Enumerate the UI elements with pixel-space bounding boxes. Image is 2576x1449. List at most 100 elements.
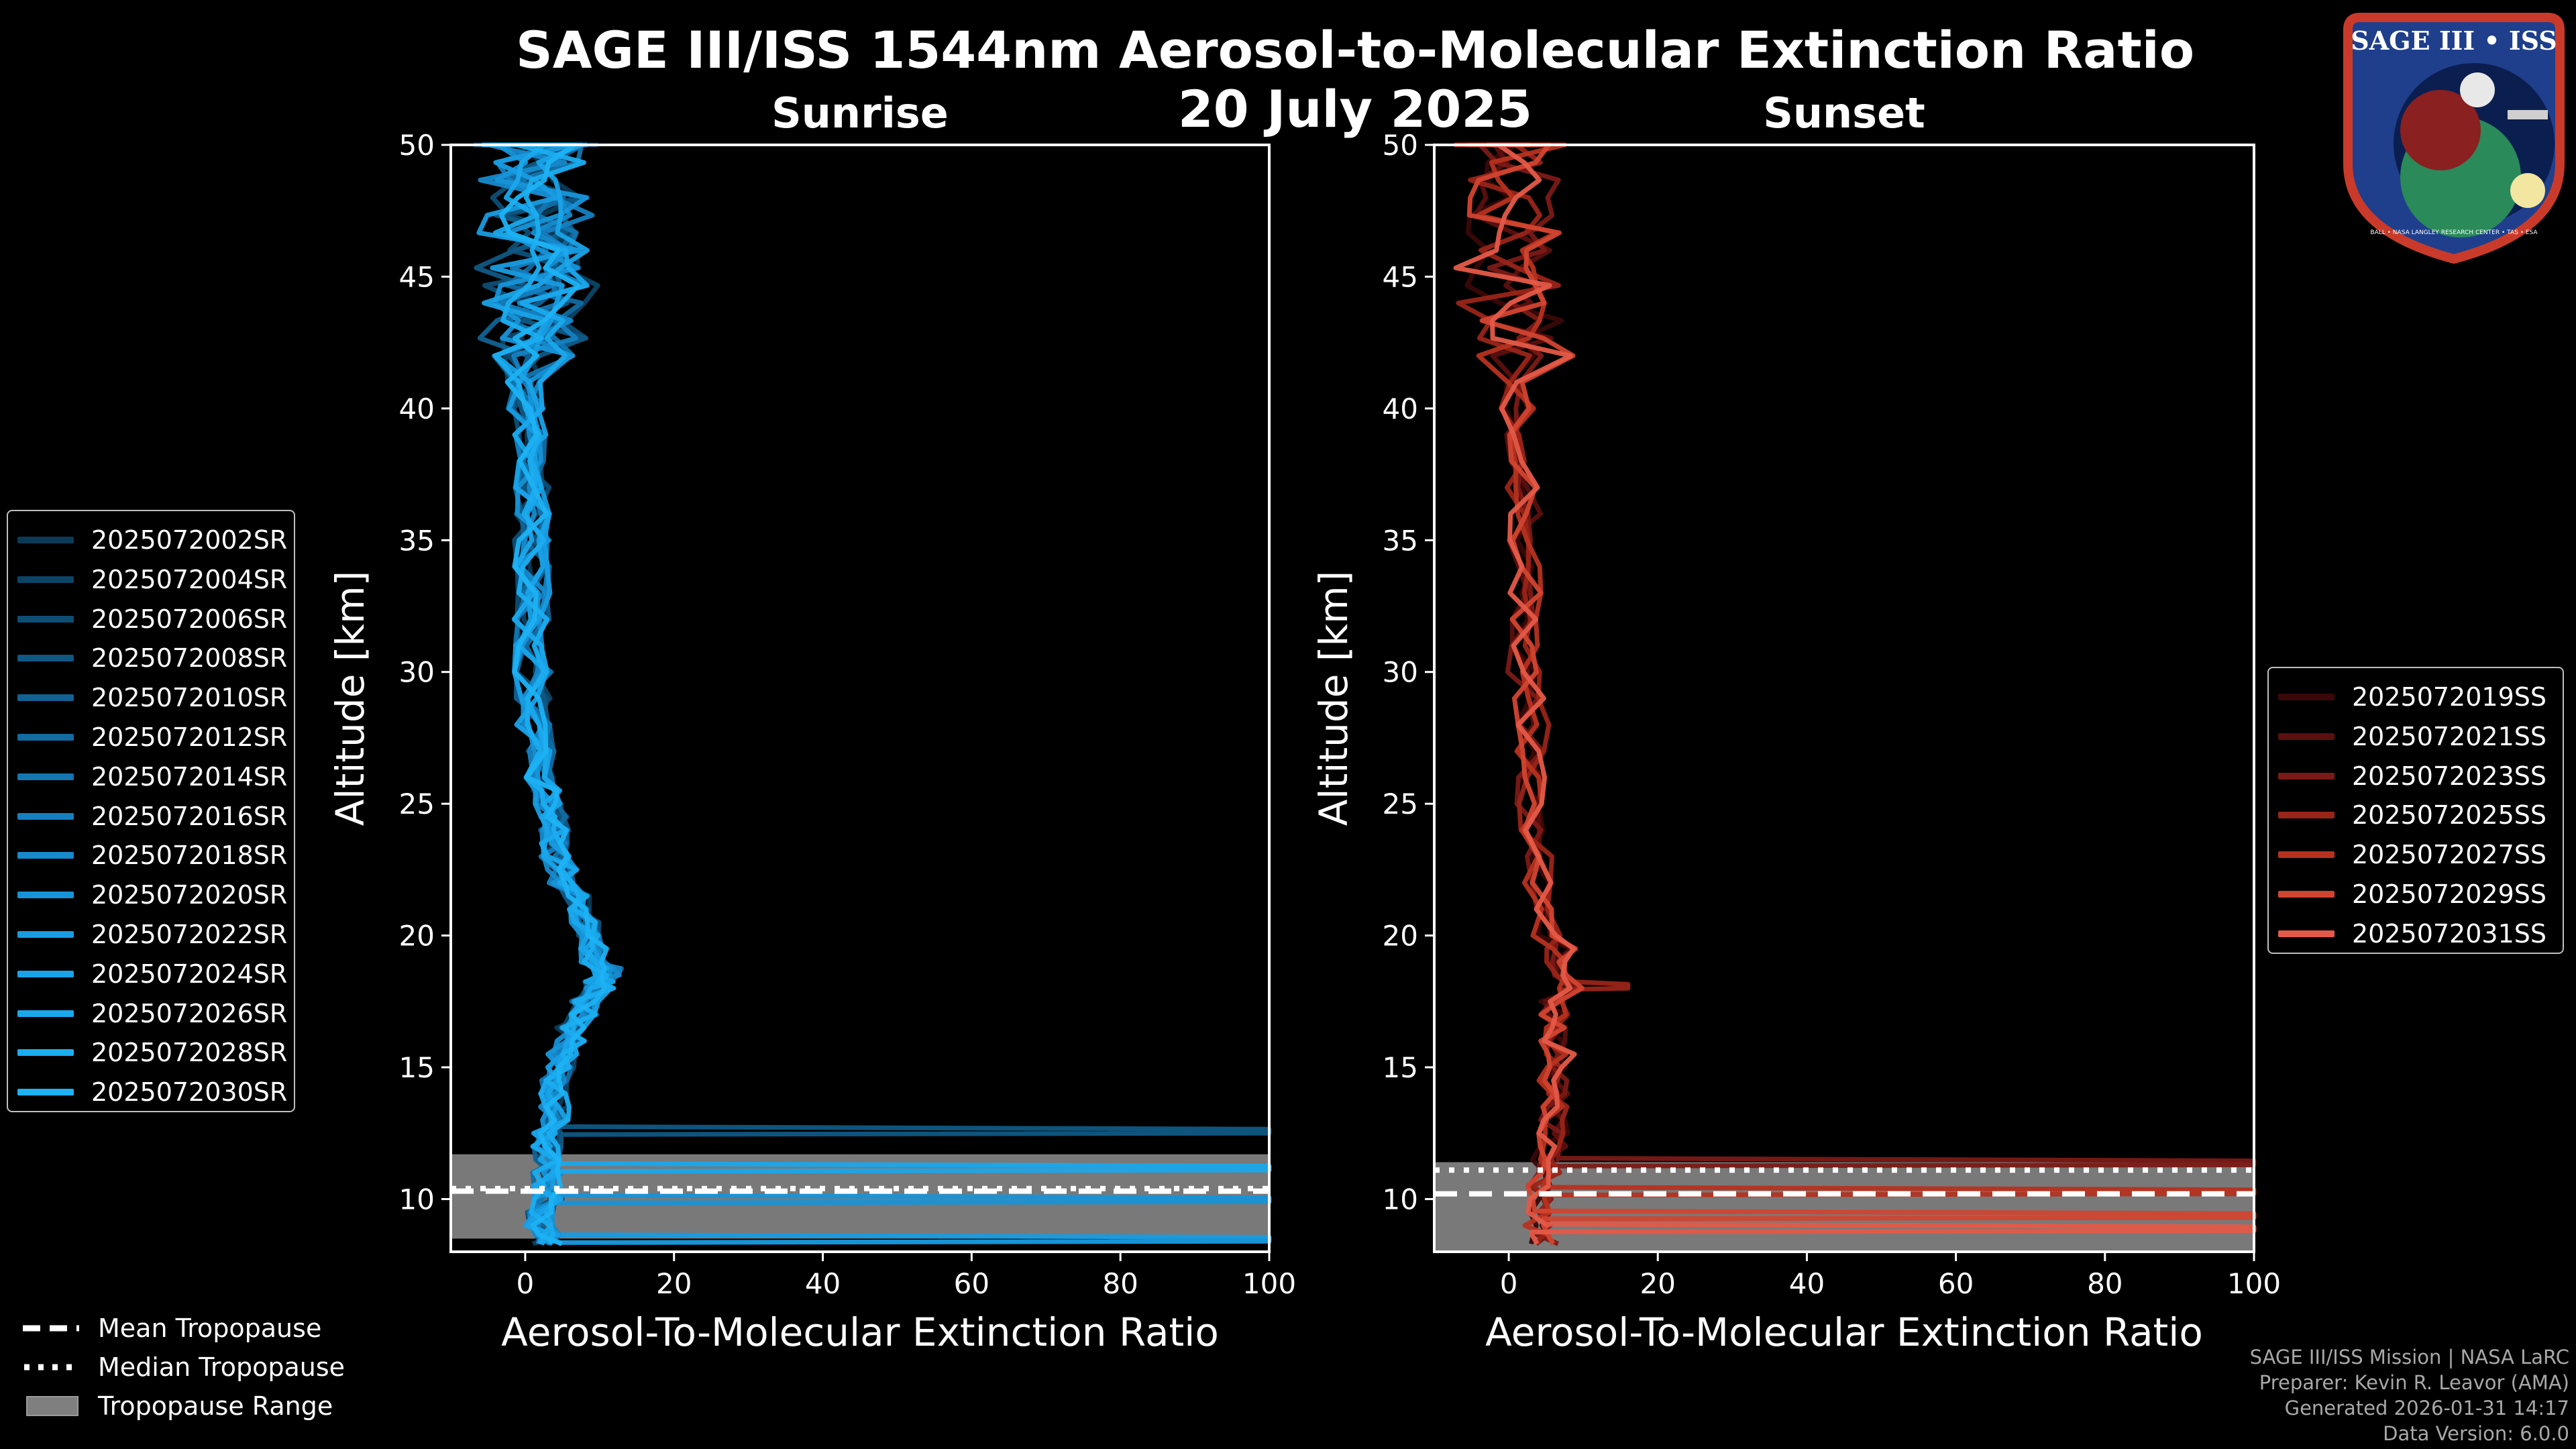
logo-ring-text: BALL • NASA LANGLEY RESEARCH CENTER • TA… — [2370, 229, 2538, 236]
legend-label: 2025072024SR — [91, 959, 288, 989]
sunset-xtick-label: 40 — [1789, 1267, 1825, 1300]
legend-swatch — [2278, 891, 2334, 898]
legend-label: 2025072023SS — [2352, 761, 2547, 791]
legend-item: 2025072028SR — [8, 1033, 287, 1072]
sunset-ytick-label: 50 — [1383, 129, 1418, 162]
legend-label: 2025072008SR — [91, 643, 288, 674]
sunset-series-2025072031SS — [1453, 142, 2257, 1245]
legend-item: 2025072023SS — [2269, 757, 2546, 796]
sunset-ytick-label: 30 — [1383, 656, 1418, 689]
legend-item: 2025072014SR — [8, 757, 287, 796]
legend-item: 2025072024SR — [8, 955, 287, 994]
sunset-ytick-label: 25 — [1383, 788, 1418, 820]
sage-logo: SAGE III • ISS BALL • NASA LANGLEY RESEA… — [2343, 13, 2565, 264]
legend-label: 2025072002SR — [91, 525, 288, 555]
legend-swatch — [17, 773, 74, 780]
sunrise-frame — [449, 144, 1271, 1253]
gray-box-icon — [26, 1396, 78, 1416]
sunrise-panel-title: Sunrise — [771, 89, 949, 138]
sunrise-ytick-label: 45 — [399, 260, 435, 293]
sunset-ytick-label: 15 — [1383, 1051, 1418, 1084]
sunrise-panel: 0 20 40 60 80 100 10 15 20 25 30 35 40 45 50 Sunrise Aer… — [327, 89, 1296, 1355]
sunrise-ytick-label: 35 — [399, 524, 435, 557]
sunrise-xtick-label: 40 — [805, 1267, 841, 1300]
legend-label: 2025072016SR — [91, 801, 288, 831]
legend-swatch — [17, 1010, 74, 1017]
legend-swatch — [2278, 930, 2334, 937]
legend-label: 2025072021SS — [2352, 721, 2547, 751]
legend-swatch — [17, 1049, 74, 1057]
legend-item: 2025072026SR — [8, 994, 287, 1033]
sunset-xaxis-label: Aerosol-To-Molecular Extinction Ratio — [1485, 1309, 2203, 1355]
sunrise-ytick-label: 30 — [399, 656, 435, 689]
legend-label: 2025072006SR — [91, 604, 288, 634]
legend-swatch — [2278, 733, 2334, 740]
legend-item: 2025072031SS — [2269, 914, 2546, 953]
legend-label: 2025072004SR — [91, 564, 288, 594]
footer-mission: SAGE III/ISS Mission | NASA LaRC — [2249, 1346, 2569, 1368]
legend-item: 2025072002SR — [8, 521, 287, 559]
sunset-xtick-label: 100 — [2227, 1267, 2281, 1300]
legend-swatch — [17, 655, 74, 662]
legend-tropopause-range: Tropopause Range — [20, 1387, 333, 1425]
legend-swatch — [17, 892, 74, 899]
sunrise-xtick-label: 20 — [656, 1267, 692, 1300]
legend-item: 2025072020SR — [8, 875, 287, 914]
legend-swatch — [17, 734, 74, 741]
sunset-panel: 0 20 40 60 80 100 10 15 20 25 30 35 40 45 50 Sunset Aero… — [1311, 89, 2281, 1355]
legend-item: 2025072010SR — [8, 678, 287, 717]
legend-label: 2025072028SR — [91, 1038, 288, 1068]
legend-item: 2025072004SR — [8, 560, 287, 599]
logo-title: SAGE III • ISS — [2351, 25, 2557, 56]
sunset-panel-title: Sunset — [1763, 89, 1925, 138]
sunrise-series-2025072030SR — [499, 142, 609, 1246]
sunrise-yaxis-label: Altitude [km] — [327, 571, 373, 826]
sunrise-series-2025072026SR — [482, 142, 1272, 1245]
sunset-yaxis-label: Altitude [km] — [1311, 571, 1356, 826]
sunrise-xaxis-label: Aerosol-To-Molecular Extinction Ratio — [501, 1309, 1219, 1355]
legend-label: 2025072022SR — [91, 920, 288, 949]
legend-item: 2025072027SS — [2269, 835, 2546, 874]
legend-item: 2025072012SR — [8, 718, 287, 757]
legend-swatch — [17, 852, 74, 859]
sunset-ytick-label: 45 — [1383, 260, 1418, 293]
sunrise-ytick-label: 40 — [399, 392, 435, 425]
sunset-legend: 2025072019SS 2025072021SS 2025072023SS 2025… — [2267, 667, 2564, 954]
sunrise-ytick-label: 25 — [399, 788, 435, 820]
sunrise-legend: 2025072002SR 2025072004SR 2025072006SR 2025… — [7, 510, 295, 1112]
sunset-ytick-label: 20 — [1383, 920, 1418, 953]
legend-label: 2025072027SS — [2352, 840, 2547, 870]
sunrise-ytick-label: 20 — [399, 920, 435, 953]
sunset-xtick-label: 80 — [2087, 1267, 2123, 1300]
legend-swatch — [17, 615, 74, 623]
sunset-xtick-label: 20 — [1640, 1267, 1676, 1300]
legend-range-label: Tropopause Range — [98, 1391, 333, 1421]
legend-item: 2025072008SR — [8, 639, 287, 678]
sunrise-xtick-label: 80 — [1102, 1267, 1138, 1300]
legend-label: 2025072026SR — [91, 998, 288, 1028]
sunrise-ytick-label: 50 — [399, 129, 435, 162]
legend-median-tropopause: Median Tropopause — [20, 1348, 345, 1386]
sunset-ytick-label: 35 — [1383, 524, 1418, 557]
sunset-xtick-label: 60 — [1938, 1267, 1974, 1300]
footer-preparer: Preparer: Kevin R. Leavor (AMA) — [2259, 1371, 2569, 1394]
legend-label: 2025072025SS — [2352, 800, 2547, 830]
legend-swatch — [2278, 851, 2334, 859]
figure-title: SAGE III/ISS 1544nm Aerosol-to-Molecular… — [515, 20, 2195, 80]
sunrise-xtick-label: 0 — [517, 1267, 535, 1300]
sunrise-ytick-label: 10 — [399, 1183, 435, 1216]
footer-credits: SAGE III/ISS Mission | NASA LaRC Prepare… — [2250, 1344, 2569, 1446]
legend-swatch — [17, 812, 74, 820]
legend-mean-tropopause: Mean Tropopause — [20, 1309, 321, 1347]
legend-item: 2025072018SR — [8, 836, 287, 875]
sunset-tropopause-range — [1434, 1162, 2254, 1252]
legend-swatch — [2278, 772, 2334, 780]
legend-item: 2025072029SS — [2269, 875, 2546, 914]
legend-swatch — [2278, 812, 2334, 819]
legend-median-label: Median Tropopause — [98, 1352, 345, 1382]
legend-label: 2025072012SR — [91, 722, 288, 752]
legend-swatch — [17, 931, 74, 938]
figure-subtitle: 20 July 2025 — [1177, 79, 1533, 139]
legend-item: 2025072022SR — [8, 915, 287, 954]
